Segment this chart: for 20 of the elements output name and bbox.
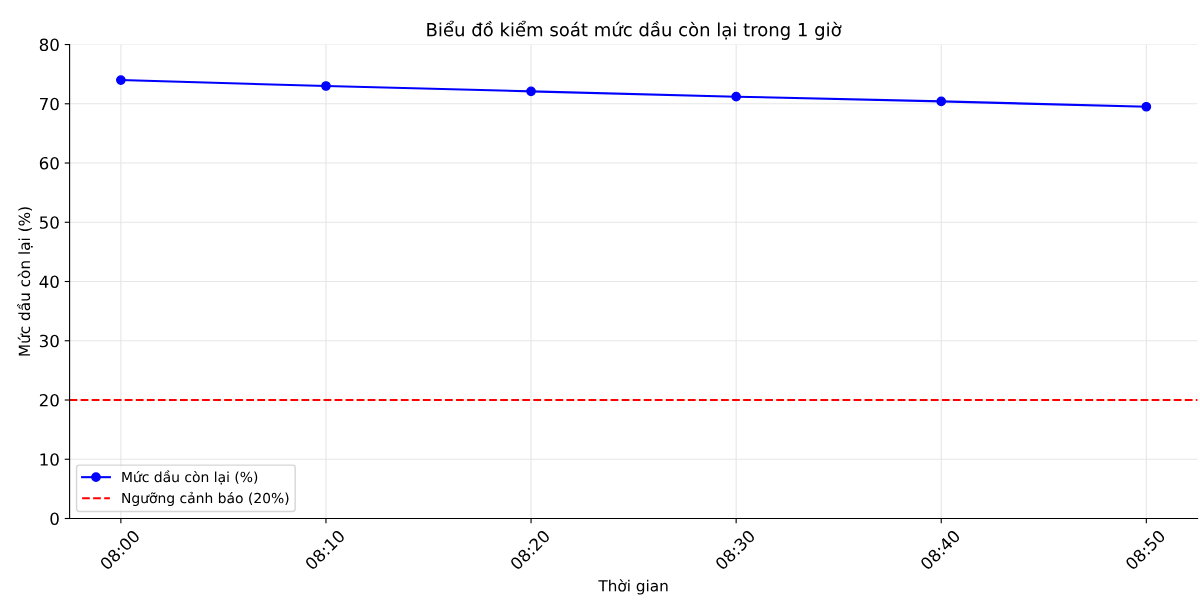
y-tick-label: 40 — [39, 275, 59, 289]
point — [116, 75, 126, 85]
y-tick-label: 0 — [50, 512, 59, 526]
y-tick-label: 20 — [39, 393, 59, 407]
legend-label: Ngưỡng cảnh báo (20%) — [122, 491, 289, 506]
y-axis-title: Mức dầu còn lại (%) — [17, 207, 33, 356]
point — [526, 86, 536, 97]
y-tick-label: 80 — [39, 38, 59, 52]
y-tick-label: 30 — [39, 334, 59, 348]
y-tick-label: 10 — [40, 453, 59, 466]
x-axis-title: Thời gian — [598, 579, 668, 595]
point — [1141, 101, 1152, 112]
point — [731, 91, 742, 102]
point — [936, 96, 947, 107]
chart-title: Biểu đồ kiểm soát mức dầu còn lại trong 1 giờ — [427, 20, 842, 40]
legend-label: Mức dầu còn lại (%) — [122, 470, 258, 485]
y-tick-label: 50 — [39, 216, 59, 229]
y-tick-label: 60 — [39, 156, 59, 170]
y-tick-label: 70 — [40, 97, 59, 111]
point — [321, 81, 331, 91]
